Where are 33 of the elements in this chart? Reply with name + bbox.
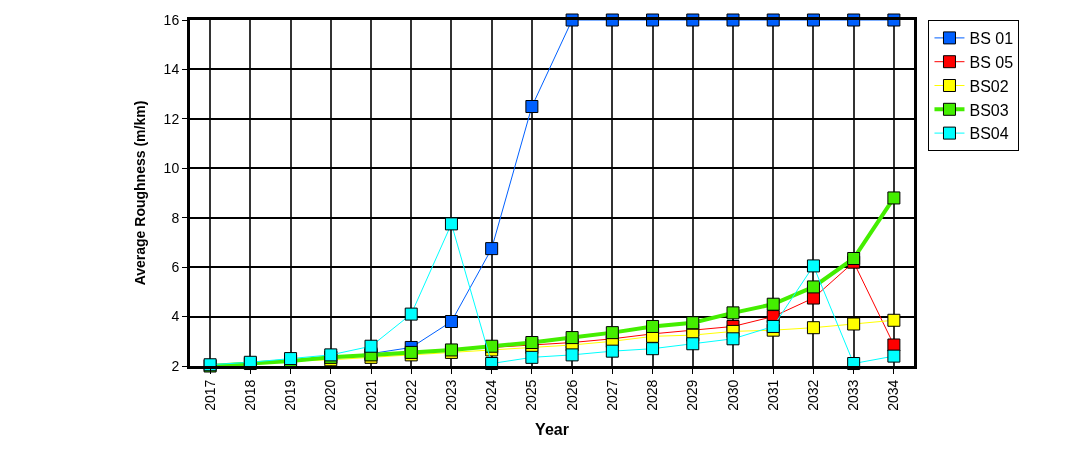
x-tick-label: 2025	[523, 379, 540, 411]
y-tick-label: 12	[163, 110, 180, 127]
legend-label: BS04	[969, 125, 1009, 143]
y-tick-label: 8	[171, 209, 180, 226]
x-tick-label: 2030	[724, 379, 741, 411]
y-tick-label: 4	[171, 308, 180, 325]
y-tick-label: 6	[171, 259, 180, 276]
y-tick-label: 14	[163, 61, 180, 78]
x-tick-label: 2026	[563, 379, 580, 411]
x-axis-title: Year	[535, 421, 569, 439]
x-tick-label: 2019	[282, 379, 299, 411]
x-tick-label: 2032	[804, 379, 821, 411]
legend-label: BS03	[969, 101, 1009, 119]
x-tick-label: 2033	[845, 379, 862, 411]
x-tick-label: 2028	[644, 379, 661, 411]
y-tick-label: 16	[163, 11, 180, 28]
x-tick-label: 2029	[684, 379, 701, 411]
x-tick-label: 2022	[402, 379, 419, 411]
x-tick-label: 2034	[885, 379, 902, 411]
y-tick-label: 10	[163, 160, 180, 177]
legend-label: BS 05	[969, 53, 1014, 71]
x-tick-label: 2017	[201, 379, 218, 411]
x-tick-label: 2024	[483, 379, 500, 411]
x-tick-label: 2031	[764, 379, 781, 411]
x-tick-label: 2018	[241, 379, 258, 411]
legend-label: BS 01	[969, 30, 1014, 48]
x-tick-label: 2021	[362, 379, 379, 411]
x-tick-label: 2027	[603, 379, 620, 411]
legend-label: BS02	[969, 77, 1009, 95]
y-tick-label: 2	[171, 357, 180, 374]
x-tick-label: 2020	[322, 379, 339, 411]
y-axis-title: Average Roughness (m/km)	[132, 100, 149, 286]
x-tick-label: 2023	[442, 379, 459, 411]
